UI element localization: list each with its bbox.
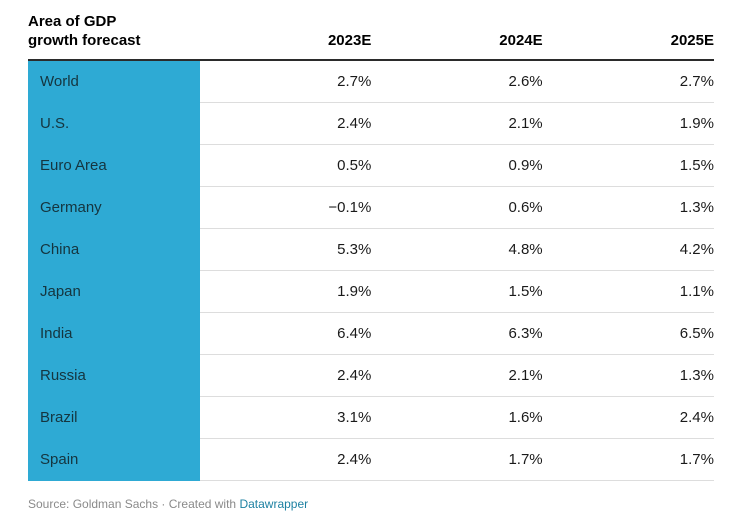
value-cell: 4.2% bbox=[679, 241, 714, 258]
table-row-spain: Spain 2.4% 1.7% 1.7% bbox=[28, 439, 714, 481]
row-values: 1.9% 1.5% 1.1% bbox=[200, 271, 714, 313]
value-cell: 2.4% bbox=[337, 451, 372, 468]
value-cell: 0.6% bbox=[508, 199, 543, 216]
value-cell: 1.5% bbox=[508, 283, 543, 300]
source-attribution: Source: Goldman Sachs · Created with Dat… bbox=[28, 497, 714, 511]
row-label: Brazil bbox=[28, 397, 200, 439]
value-cell: 2.4% bbox=[337, 367, 372, 384]
row-label: China bbox=[28, 229, 200, 271]
value-cell: 1.9% bbox=[679, 115, 714, 132]
row-values: 2.4% 2.1% 1.3% bbox=[200, 355, 714, 397]
row-label: Russia bbox=[28, 355, 200, 397]
value-cell: 2.1% bbox=[508, 115, 543, 132]
value-cell: 2.7% bbox=[337, 73, 372, 90]
row-values: 6.4% 6.3% 6.5% bbox=[200, 313, 714, 355]
row-values: 0.5% 0.9% 1.5% bbox=[200, 145, 714, 187]
row-label: U.S. bbox=[28, 103, 200, 145]
value-cell: 5.3% bbox=[337, 241, 372, 258]
value-cell: 2.7% bbox=[679, 73, 714, 90]
table-header: Area of GDP growth forecast 2023E 2024E … bbox=[28, 12, 714, 61]
value-cell: 6.4% bbox=[337, 325, 372, 342]
table-row-japan: Japan 1.9% 1.5% 1.1% bbox=[28, 271, 714, 313]
value-cell: 2.6% bbox=[508, 73, 543, 90]
value-cell: 4.8% bbox=[508, 241, 543, 258]
table-row-us: U.S. 2.4% 2.1% 1.9% bbox=[28, 103, 714, 145]
row-label: Spain bbox=[28, 439, 200, 481]
value-cell: 1.9% bbox=[337, 283, 372, 300]
value-cell: 2.4% bbox=[679, 409, 714, 426]
column-header-2025e: 2025E bbox=[670, 32, 714, 49]
value-cell: 1.6% bbox=[508, 409, 543, 426]
value-cell: 1.7% bbox=[679, 451, 714, 468]
row-label: Germany bbox=[28, 187, 200, 229]
value-cell: 1.5% bbox=[679, 157, 714, 174]
value-cell: 6.3% bbox=[508, 325, 543, 342]
table-title: Area of GDP growth forecast bbox=[28, 12, 200, 50]
value-cell: 1.3% bbox=[679, 199, 714, 216]
value-cell: 2.4% bbox=[337, 115, 372, 132]
row-values: 2.4% 2.1% 1.9% bbox=[200, 103, 714, 145]
row-label: Euro Area bbox=[28, 145, 200, 187]
value-cell: 1.7% bbox=[508, 451, 543, 468]
row-label: India bbox=[28, 313, 200, 355]
value-cell: −0.1% bbox=[328, 199, 372, 216]
row-values: 2.7% 2.6% 2.7% bbox=[200, 61, 714, 103]
value-cell: 0.5% bbox=[337, 157, 372, 174]
source-text: Source: Goldman Sachs · Created with bbox=[28, 497, 240, 511]
table-row-india: India 6.4% 6.3% 6.5% bbox=[28, 313, 714, 355]
table-row-world: World 2.7% 2.6% 2.7% bbox=[28, 61, 714, 103]
row-values: 2.4% 1.7% 1.7% bbox=[200, 439, 714, 481]
table-row-brazil: Brazil 3.1% 1.6% 2.4% bbox=[28, 397, 714, 439]
column-header-2024e: 2024E bbox=[499, 32, 543, 49]
table-title-line2: growth forecast bbox=[28, 32, 141, 49]
row-label: Japan bbox=[28, 271, 200, 313]
table-row-euro-area: Euro Area 0.5% 0.9% 1.5% bbox=[28, 145, 714, 187]
row-values: 3.1% 1.6% 2.4% bbox=[200, 397, 714, 439]
row-values: −0.1% 0.6% 1.3% bbox=[200, 187, 714, 229]
row-values: 5.3% 4.8% 4.2% bbox=[200, 229, 714, 271]
column-header-2023e: 2023E bbox=[327, 32, 372, 49]
value-cell: 1.1% bbox=[679, 283, 714, 300]
table-row-germany: Germany −0.1% 0.6% 1.3% bbox=[28, 187, 714, 229]
value-cell: 0.9% bbox=[508, 157, 543, 174]
table-title-line1: Area of GDP bbox=[28, 13, 117, 30]
table-row-china: China 5.3% 4.8% 4.2% bbox=[28, 229, 714, 271]
value-cell: 1.3% bbox=[679, 367, 714, 384]
value-cell: 6.5% bbox=[679, 325, 714, 342]
table-row-russia: Russia 2.4% 2.1% 1.3% bbox=[28, 355, 714, 397]
value-cell: 3.1% bbox=[337, 409, 372, 426]
row-label: World bbox=[28, 61, 200, 103]
datawrapper-link[interactable]: Datawrapper bbox=[239, 497, 309, 511]
value-cell: 2.1% bbox=[508, 367, 543, 384]
